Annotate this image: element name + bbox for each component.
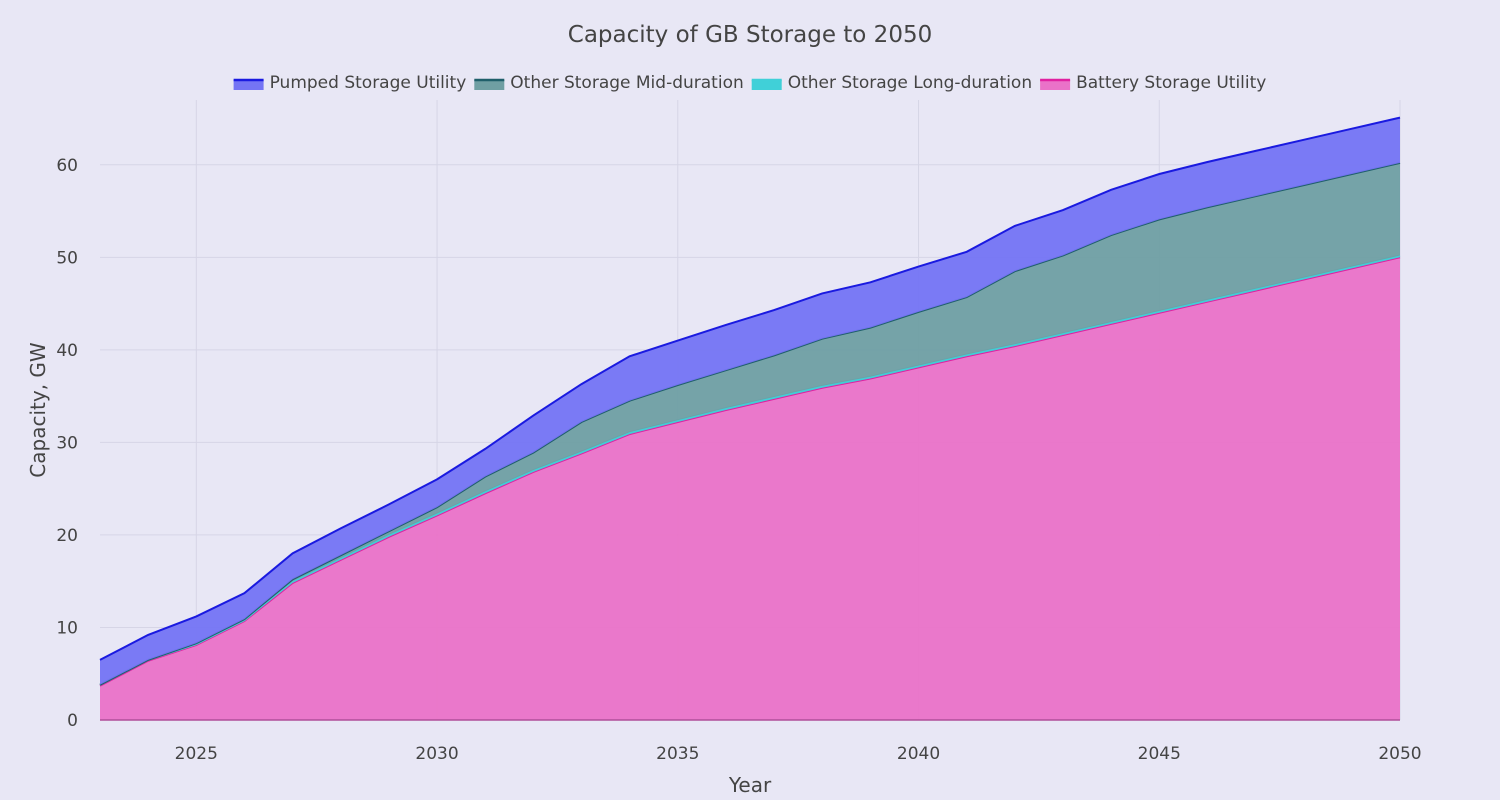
legend-swatch [474, 80, 505, 90]
x-axis-ticks: 2025 2030 2035 2040 2045 2050 [175, 744, 1422, 764]
y-tick-label: 10 [56, 618, 78, 638]
x-tick-label: 2035 [656, 744, 699, 764]
y-tick-label: 0 [67, 711, 78, 731]
area-battery-storage-utility [100, 257, 1400, 720]
line-pumped-storage-utility [99, 116, 1401, 661]
y-tick-label: 60 [56, 156, 78, 176]
legend-label: Other Storage Long-duration [788, 73, 1032, 93]
legend-swatch [751, 80, 782, 90]
legend-item-other-storage-mid-duration[interactable]: Other Storage Mid-duration [474, 73, 744, 93]
legend-swatch [233, 80, 264, 90]
legend-label: Battery Storage Utility [1076, 73, 1266, 93]
legend-item-battery-storage-utility[interactable]: Battery Storage Utility [1040, 73, 1266, 93]
x-axis-title: Year [728, 773, 772, 797]
y-tick-label: 30 [56, 433, 78, 453]
legend-label: Other Storage Mid-duration [510, 73, 743, 93]
area-pumped-storage-utility [100, 117, 1400, 685]
legend-item-pumped-storage-utility[interactable]: Pumped Storage Utility [233, 73, 467, 93]
y-axis-ticks: 0 10 20 30 40 50 60 [56, 156, 78, 731]
legend-swatch [1040, 80, 1071, 90]
x-tick-label: 2050 [1378, 744, 1421, 764]
x-tick-label: 2045 [1138, 744, 1181, 764]
chart-title: Capacity of GB Storage to 2050 [568, 22, 932, 48]
legend-label: Pumped Storage Utility [270, 73, 467, 93]
x-tick-label: 2025 [175, 744, 218, 764]
legend: Pumped Storage Utility Other Storage Mid-… [233, 73, 1266, 93]
x-tick-label: 2030 [415, 744, 458, 764]
x-tick-label: 2040 [897, 744, 940, 764]
y-tick-label: 50 [56, 248, 78, 268]
area-other-storage-mid-duration [100, 162, 1400, 685]
y-axis-title: Capacity, GW [26, 342, 50, 478]
y-tick-label: 20 [56, 526, 78, 546]
y-tick-label: 40 [56, 341, 78, 361]
legend-item-other-storage-long-duration[interactable]: Other Storage Long-duration [751, 73, 1032, 93]
stacked-areas [99, 116, 1401, 721]
